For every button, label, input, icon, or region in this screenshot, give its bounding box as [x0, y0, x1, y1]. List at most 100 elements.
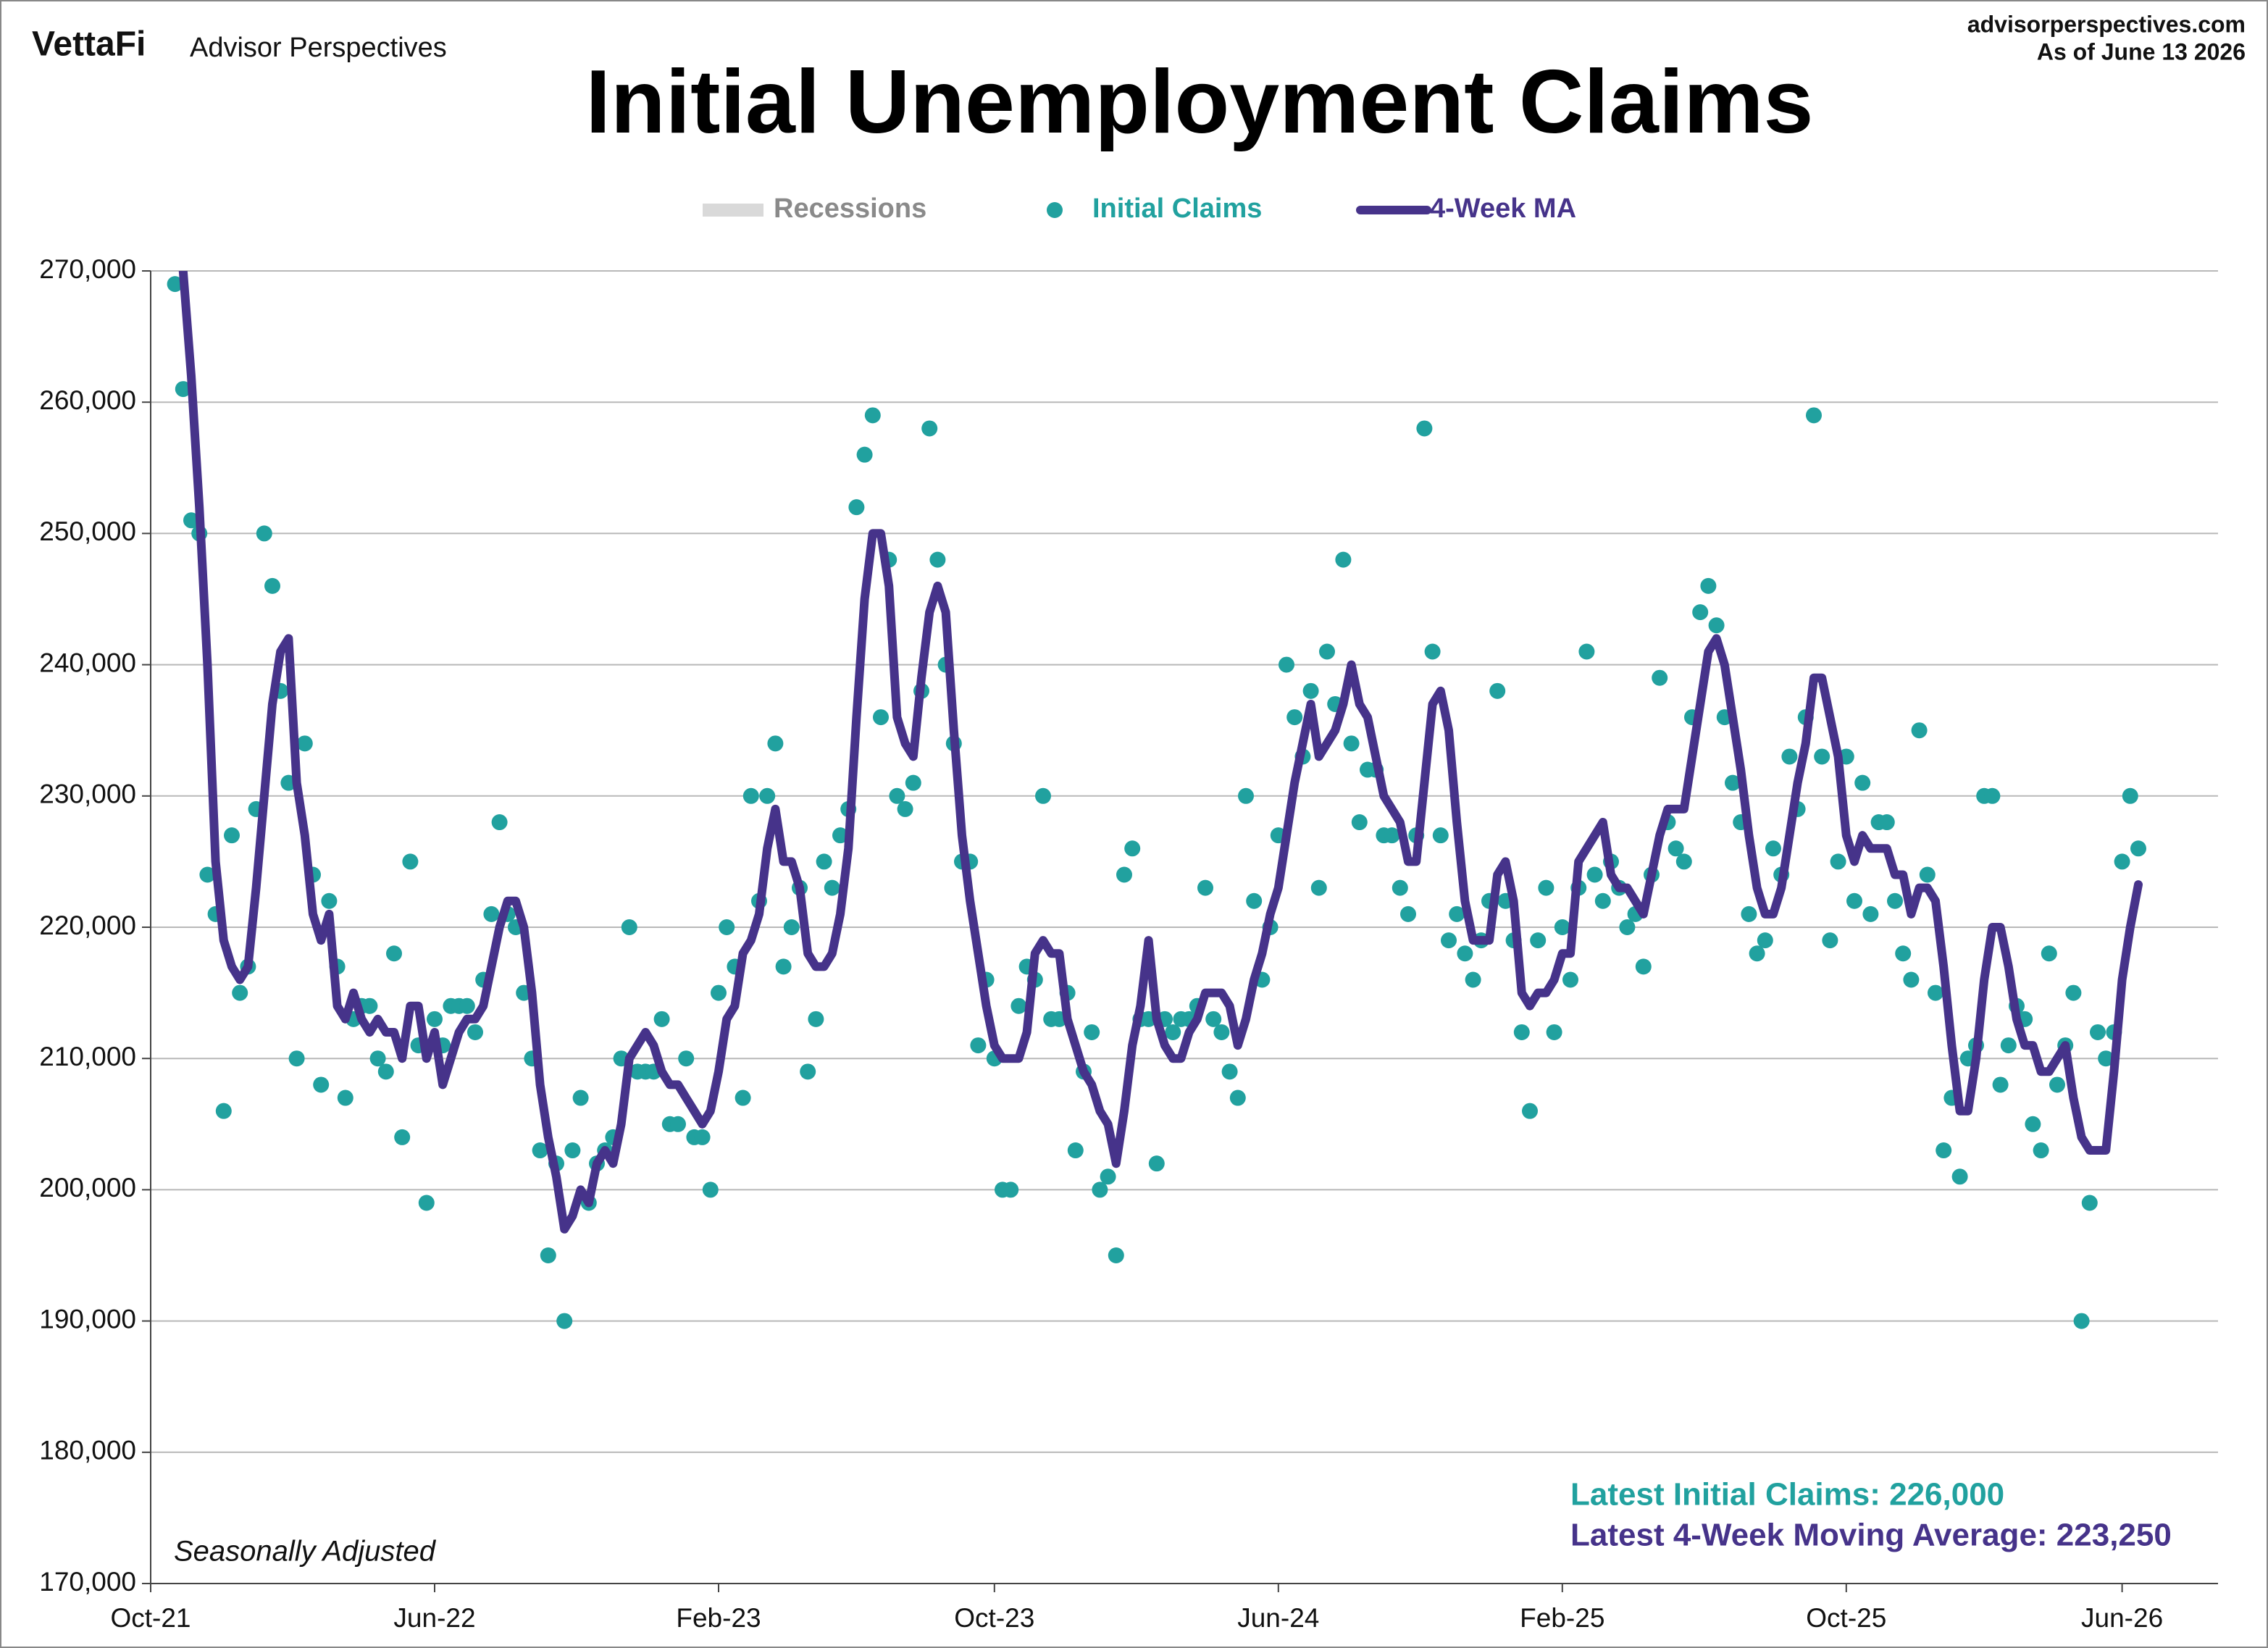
- claims-dot: [175, 381, 191, 398]
- claims-dot: [800, 1063, 816, 1080]
- claims-dot: [1919, 866, 1936, 883]
- y-tick-label: 230,000: [39, 779, 136, 809]
- claims-dot: [572, 1089, 589, 1106]
- x-tick-label: Feb-23: [676, 1603, 761, 1633]
- claims-dot: [361, 997, 378, 1014]
- claims-dot: [694, 1129, 711, 1145]
- brand: Advisor Perspectives: [190, 33, 447, 63]
- claims-dot: [1197, 879, 1213, 896]
- claims-dot: [1586, 866, 1603, 883]
- claims-dot: [864, 407, 881, 424]
- claims-dot: [296, 735, 313, 752]
- claims-dot: [2041, 945, 2057, 962]
- claims-dot: [1319, 643, 1335, 660]
- claims-dot: [1092, 1181, 1108, 1198]
- claims-dot: [256, 525, 272, 542]
- claims-dot: [1895, 945, 1912, 962]
- claims-dot: [1108, 1247, 1124, 1263]
- claims-dot: [1384, 827, 1400, 844]
- claims-dot: [1846, 892, 1862, 909]
- claims-dot: [1635, 958, 1652, 975]
- claims-dot: [1100, 1168, 1116, 1185]
- claims-dot: [808, 1011, 824, 1027]
- claims-dot: [711, 984, 727, 1001]
- claims-dot: [1830, 853, 1846, 870]
- claims-dot: [929, 551, 946, 568]
- claims-dot: [759, 787, 776, 804]
- y-tick-label: 170,000: [39, 1567, 136, 1597]
- claims-dot: [1546, 1024, 1562, 1040]
- claims-dot: [2090, 1024, 2106, 1040]
- claims-dot: [1700, 577, 1717, 594]
- claims-dot: [1522, 1103, 1538, 1119]
- legend-label: Initial Claims: [1092, 193, 1262, 224]
- claims-dot: [1862, 905, 1879, 922]
- claims-dot: [848, 499, 865, 516]
- claims-dot: [1449, 905, 1465, 922]
- claims-dot: [1692, 604, 1709, 621]
- claims-dot: [1003, 1181, 1019, 1198]
- claims-dot: [719, 919, 735, 935]
- claims-dot: [1010, 997, 1027, 1014]
- claims-dot: [418, 1195, 435, 1211]
- claims-dot: [905, 774, 921, 791]
- claims-dot: [2073, 1313, 2090, 1329]
- claims-dot: [1554, 919, 1570, 935]
- claims-dot: [183, 512, 199, 529]
- claims-dot: [2049, 1076, 2065, 1093]
- claims-dot: [678, 1050, 695, 1067]
- claims-dot: [2098, 1050, 2114, 1067]
- claims-dot: [394, 1129, 411, 1145]
- claims-dot: [199, 866, 216, 883]
- claims-dot: [337, 1089, 353, 1106]
- claims-dot: [532, 1142, 548, 1159]
- x-tick-label: Oct-25: [1806, 1603, 1886, 1633]
- x-tick-label: Jun-24: [1237, 1603, 1319, 1633]
- claims-dot: [1279, 656, 1294, 673]
- as-of-date: As of June 13 2026: [2037, 38, 2246, 64]
- claims-dot: [215, 1103, 232, 1119]
- claims-dot: [491, 814, 508, 831]
- y-tick-label: 220,000: [39, 911, 136, 940]
- claims-dot: [824, 879, 840, 896]
- claims-dot: [167, 276, 183, 293]
- claims-dot: [402, 853, 419, 870]
- claims-dot: [1538, 879, 1554, 896]
- claims-dot: [1887, 892, 1903, 909]
- claims-dot: [1124, 840, 1141, 857]
- y-tick-label: 270,000: [39, 254, 136, 284]
- legend-swatch: [1047, 202, 1063, 218]
- claims-dot: [2130, 840, 2146, 857]
- claims-dot: [1992, 1076, 2009, 1093]
- claims-dot: [832, 827, 848, 844]
- claims-dot: [921, 420, 938, 437]
- claims-dot: [1814, 748, 1830, 765]
- claims-dot: [621, 919, 637, 935]
- legend-label: Recessions: [774, 193, 926, 224]
- x-tick-label: Jun-22: [393, 1603, 475, 1633]
- claims-dot: [1749, 945, 1765, 962]
- claims-dot: [1725, 774, 1741, 791]
- claims-dot: [1984, 787, 2001, 804]
- claims-dot: [2114, 853, 2130, 870]
- claims-dot: [540, 1247, 556, 1263]
- x-tick-label: Feb-25: [1520, 1603, 1604, 1633]
- annotation: Latest Initial Claims: 226,000: [1570, 1477, 2004, 1513]
- claims-dot: [1457, 945, 1473, 962]
- claims-dot: [1416, 420, 1433, 437]
- note: Seasonally Adjusted: [174, 1536, 437, 1568]
- claims-dot: [1708, 617, 1725, 634]
- claims-dot: [1757, 932, 1773, 949]
- claims-dot: [1238, 787, 1254, 804]
- claims-dot: [2033, 1142, 2049, 1159]
- claims-dot: [1067, 1142, 1084, 1159]
- claims-dot: [1441, 932, 1457, 949]
- claims-dot: [1854, 774, 1871, 791]
- y-tick-label: 190,000: [39, 1304, 136, 1334]
- y-tick-label: 210,000: [39, 1042, 136, 1071]
- chart-title: Initial Unemployment Claims: [585, 52, 1813, 152]
- claims-dot: [1903, 971, 1920, 988]
- claims-dot: [1302, 682, 1319, 699]
- claims-dot: [816, 853, 832, 870]
